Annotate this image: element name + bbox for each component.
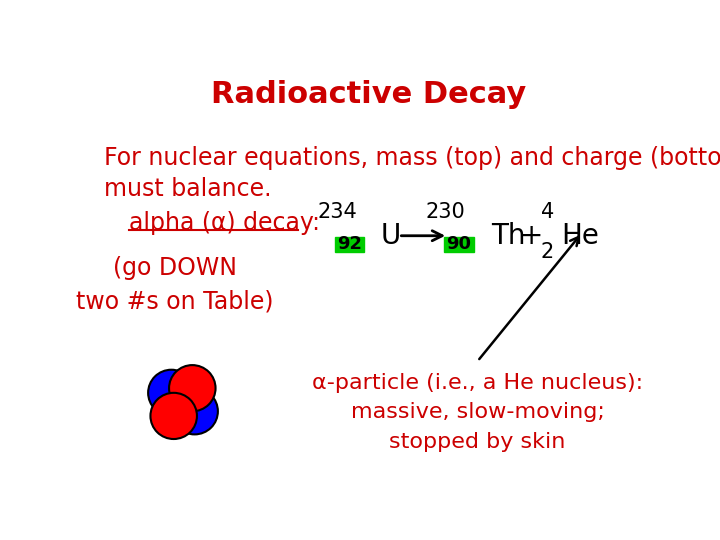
Text: For nuclear equations, mass (top) and charge (bottom)
must balance.: For nuclear equations, mass (top) and ch…: [104, 146, 720, 201]
Text: 90: 90: [446, 235, 472, 253]
Circle shape: [148, 370, 194, 416]
Text: 230: 230: [426, 202, 465, 222]
Text: Th: Th: [492, 222, 526, 249]
FancyBboxPatch shape: [335, 237, 364, 252]
Text: α-particle (i.e., a He nucleus):
massive, slow-moving;
stopped by skin: α-particle (i.e., a He nucleus): massive…: [312, 373, 643, 452]
Text: 92: 92: [337, 235, 362, 253]
Text: 234: 234: [318, 202, 357, 222]
Circle shape: [150, 393, 197, 439]
Text: +: +: [520, 222, 544, 249]
Text: (go DOWN
two #s on Table): (go DOWN two #s on Table): [76, 256, 274, 313]
Text: U: U: [381, 222, 401, 249]
Text: Radioactive Decay: Radioactive Decay: [212, 79, 526, 109]
Circle shape: [171, 388, 218, 434]
FancyBboxPatch shape: [444, 237, 474, 252]
Circle shape: [169, 365, 215, 411]
Text: 4: 4: [541, 202, 554, 222]
Text: alpha (α) decay:: alpha (α) decay:: [129, 211, 320, 235]
Text: 2: 2: [541, 242, 554, 262]
Text: He: He: [561, 222, 599, 249]
